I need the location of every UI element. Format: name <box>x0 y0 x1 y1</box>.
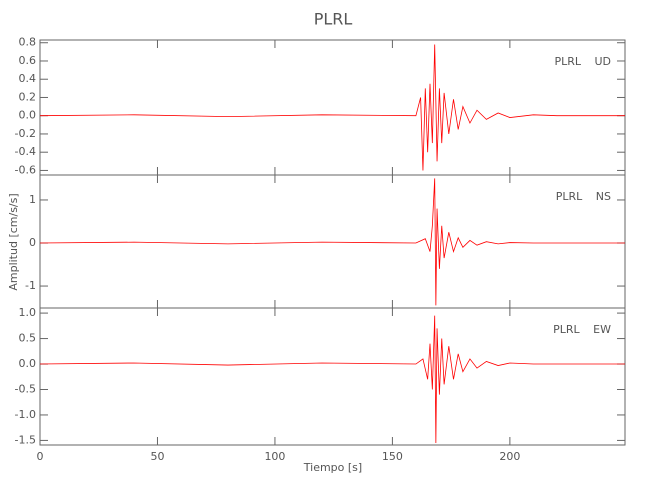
plot-frame <box>39 307 626 446</box>
y-tick-label: 0.8 <box>19 36 37 49</box>
y-tick-label: 1.0 <box>19 306 37 319</box>
y-tick-label: 0.0 <box>19 109 37 122</box>
y-tick-label: 1 <box>29 193 36 206</box>
y-tick-label: 0.0 <box>19 357 37 370</box>
y-tick-label: -1.0 <box>15 408 36 421</box>
plot-frame <box>39 39 626 176</box>
waveform <box>39 178 625 306</box>
x-tick-label: 200 <box>499 450 520 463</box>
x-tick-label: 150 <box>382 450 403 463</box>
x-tick-label: 0 <box>37 450 44 463</box>
y-tick-label: 0 <box>29 236 36 249</box>
trace-label: PLRL UD <box>554 55 611 68</box>
x-tick-label: 100 <box>264 450 285 463</box>
y-tick-label: 0.2 <box>19 90 37 103</box>
y-axis-label: Amplitud [cm/s/s] <box>7 193 20 290</box>
y-tick-label: 0.4 <box>19 72 37 85</box>
y-tick-label: 0.5 <box>19 332 37 345</box>
waveform <box>39 44 625 171</box>
chart-title: PLRL <box>314 10 353 29</box>
y-tick-label: -1 <box>25 279 36 292</box>
y-tick-label: -0.6 <box>15 163 36 176</box>
x-tick-label: 50 <box>150 450 164 463</box>
trace-label: PLRL NS <box>556 190 611 203</box>
y-tick-label: -0.4 <box>15 145 36 158</box>
trace-label: PLRL EW <box>553 323 611 336</box>
y-tick-label: -0.5 <box>15 382 36 395</box>
y-tick-label: -1.5 <box>15 433 36 446</box>
plot-frame <box>39 174 626 309</box>
y-tick-label: 0.6 <box>19 54 37 67</box>
x-axis-label: Tiempo [s] <box>303 461 362 474</box>
y-tick-label: -0.2 <box>15 127 36 140</box>
waveform <box>39 315 625 443</box>
